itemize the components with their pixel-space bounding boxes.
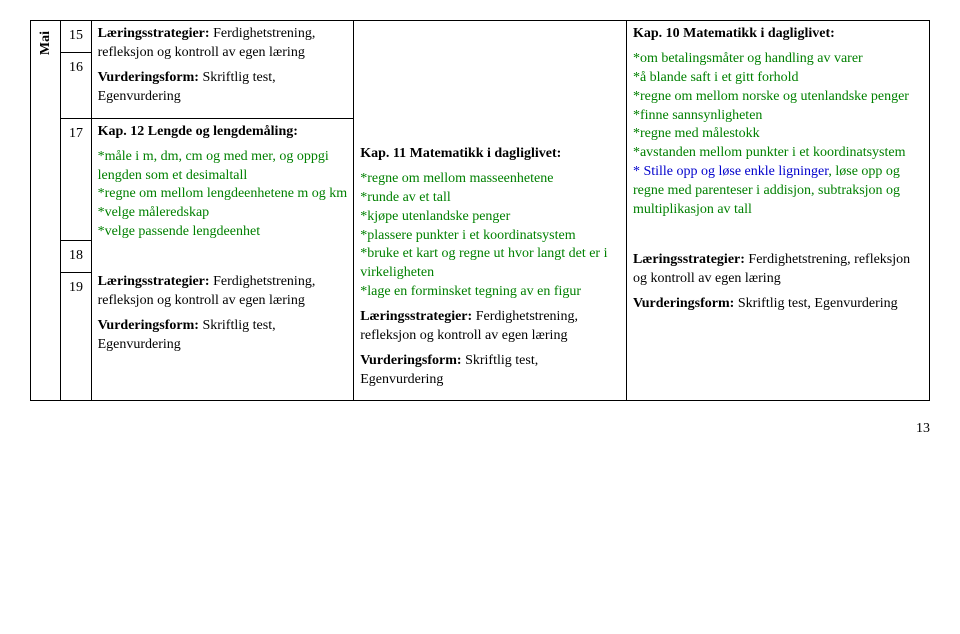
month-label: Mai	[37, 31, 56, 55]
col-c: Kap. 10 Matematikk i dagliglivet: *om be…	[626, 21, 929, 401]
kap12-title: Kap. 12 Lengde og lengdemåling:	[98, 123, 348, 142]
ls-label: Læringsstrategier:	[98, 26, 210, 41]
kap10-l3: *regne om mellom norske og utenlandske p…	[633, 89, 909, 104]
col-a-lower: Kap. 12 Lengde og lengdemåling: *måle i …	[91, 118, 354, 400]
colc-vf-body: Skriftlig test, Egenvurdering	[738, 296, 898, 311]
week-19: 19	[61, 273, 91, 401]
page-number: 13	[30, 421, 930, 437]
kap11-title: Kap. 11 Matematikk i dagliglivet:	[360, 145, 620, 164]
kap11-l3: *kjøpe utenlandske penger	[360, 209, 510, 224]
cola-bottom-ls-label: Læringsstrategier:	[98, 274, 210, 289]
week-17: 17	[61, 118, 91, 240]
kap11-l1: *regne om mellom masseenhetene	[360, 171, 553, 186]
week-18: 18	[61, 240, 91, 272]
kap10-l4: *finne sannsynligheten	[633, 108, 762, 123]
colb-vf-label: Vurderingsform:	[360, 353, 461, 368]
vf-label: Vurderingsform:	[98, 70, 199, 85]
plan-table: Mai 15 Læringsstrategier: Ferdighetstren…	[30, 20, 930, 401]
kap10-l6: *avstanden mellom punkter i et koordinat…	[633, 145, 906, 160]
colc-ls-label: Læringsstrategier:	[633, 252, 745, 267]
kap11-l4: *plassere punkter i et koordinatsystem	[360, 228, 575, 243]
week-15: 15	[61, 21, 91, 53]
kap12-l3: *velge måleredskap	[98, 205, 210, 220]
kap10-l7a: * Stille opp og løse enkle ligninger	[633, 164, 828, 179]
week-16: 16	[61, 52, 91, 118]
kap10-l5: *regne med målestokk	[633, 126, 760, 141]
kap11-l2: *runde av et tall	[360, 190, 451, 205]
kap11-l6: *lage en forminsket tegning av en figur	[360, 284, 581, 299]
kap10-title: Kap. 10 Matematikk i dagliglivet:	[633, 25, 923, 44]
colc-vf-label: Vurderingsform:	[633, 296, 734, 311]
kap10-l1: *om betalingsmåter og handling av varer	[633, 51, 863, 66]
kap12-l1: *måle i m, dm, cm og med mer, og oppgi l…	[98, 149, 329, 183]
kap12-l4: *velge passende lengdeenhet	[98, 224, 261, 239]
col-b: Kap. 11 Matematikk i dagliglivet: *regne…	[354, 21, 627, 401]
col-a-upper: Læringsstrategier: Ferdighetstrening, re…	[91, 21, 354, 119]
kap11-l5: *bruke et kart og regne ut hvor langt de…	[360, 246, 607, 280]
month-cell: Mai	[31, 21, 61, 401]
kap10-l2: *å blande saft i et gitt forhold	[633, 70, 799, 85]
colb-ls-label: Læringsstrategier:	[360, 309, 472, 324]
kap12-l2: *regne om mellom lengdeenhetene m og km	[98, 186, 348, 201]
cola-bottom-vf-label: Vurderingsform:	[98, 318, 199, 333]
